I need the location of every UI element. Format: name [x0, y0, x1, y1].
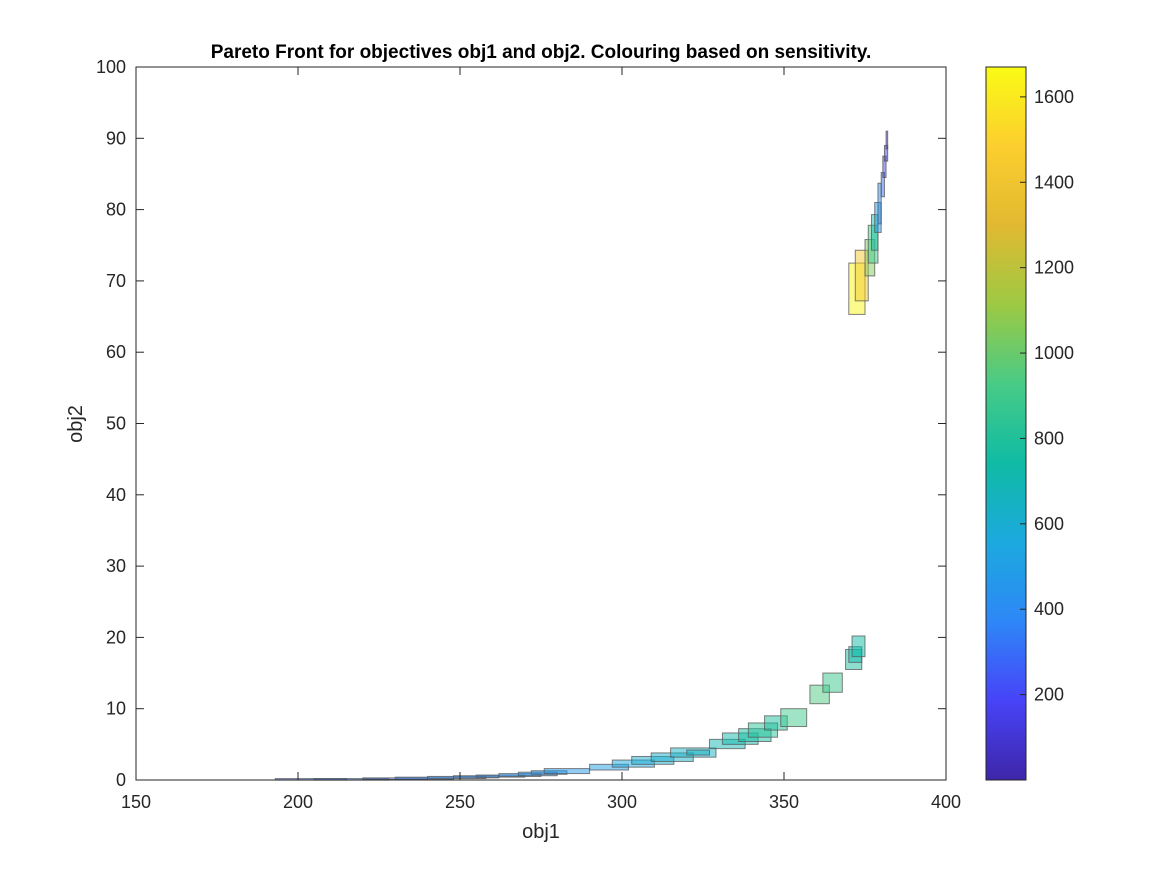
- y-tick-label: 30: [106, 556, 126, 576]
- y-tick-label: 20: [106, 627, 126, 647]
- colorbar-tick-label: 1200: [1034, 258, 1074, 278]
- y-tick-label: 60: [106, 342, 126, 362]
- x-tick-label: 350: [769, 792, 799, 812]
- colorbar-tick-label: 600: [1034, 514, 1064, 534]
- colorbar-tick-label: 1400: [1034, 172, 1074, 192]
- y-tick-label: 40: [106, 485, 126, 505]
- colorbar: [985, 66, 1027, 781]
- colorbar-tick-label: 400: [1034, 599, 1064, 619]
- x-axis: 150 200 250 300 350 400: [121, 67, 961, 812]
- data-marker: [877, 182, 882, 225]
- x-tick-label: 400: [931, 792, 961, 812]
- data-marker: [885, 130, 889, 150]
- data-marker: [822, 672, 843, 693]
- y-tick-label: 100: [96, 57, 126, 77]
- colorbar-ticks: 200 400 600 800 1000 1200 1400 1600: [1020, 87, 1074, 705]
- y-tick-label: 50: [106, 414, 126, 434]
- marker-group: [274, 130, 889, 781]
- y-tick-label: 80: [106, 200, 126, 220]
- y-tick-label: 10: [106, 699, 126, 719]
- colorbar-tick-label: 1000: [1034, 343, 1074, 363]
- x-tick-label: 200: [283, 792, 313, 812]
- y-axis: 0 10 20 30 40 50 60 70 80 90 100: [96, 57, 946, 790]
- y-tick-label: 70: [106, 271, 126, 291]
- y-tick-label: 0: [116, 770, 126, 790]
- y-tick-label: 90: [106, 128, 126, 148]
- y-axis-label: obj2: [65, 405, 87, 443]
- colorbar-tick-label: 1600: [1034, 87, 1074, 107]
- data-marker: [686, 749, 710, 756]
- x-tick-label: 250: [445, 792, 475, 812]
- data-marker: [780, 708, 808, 728]
- colorbar-tick-label: 200: [1034, 685, 1064, 705]
- colorbar-tick-label: 800: [1034, 428, 1064, 448]
- data-marker: [543, 768, 591, 775]
- x-tick-label: 150: [121, 792, 151, 812]
- x-tick-label: 300: [607, 792, 637, 812]
- data-marker: [851, 635, 866, 658]
- x-axis-label: obj1: [522, 821, 560, 843]
- chart-title: Pareto Front for objectives obj1 and obj…: [211, 42, 872, 63]
